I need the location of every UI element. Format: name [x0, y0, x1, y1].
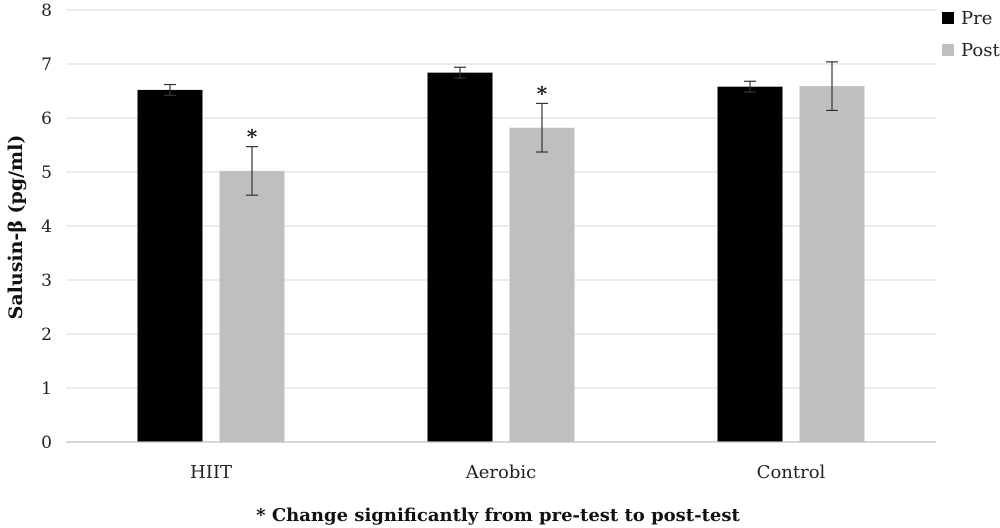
legend-label: Pre [961, 8, 992, 29]
y-tick-label: 4 [41, 217, 52, 237]
bar-hiit-pre [137, 89, 203, 443]
y-tick-label: 5 [41, 163, 52, 183]
y-axis-label: Salusin-β (pg/ml) [5, 135, 27, 320]
error-bars [164, 61, 838, 196]
y-tick-label: 6 [41, 109, 52, 129]
y-tick-label: 2 [41, 325, 52, 345]
y-tick-label: 7 [41, 55, 52, 75]
footnote: * Change significantly from pre-test to … [256, 505, 740, 526]
bar-hiit-post [219, 170, 285, 443]
y-tick-label: 8 [41, 1, 52, 21]
legend-swatch [942, 44, 954, 56]
bar-control-post [799, 86, 865, 442]
significance-markers: ** [247, 81, 548, 148]
bars [137, 72, 865, 443]
legend-label: Post [961, 40, 1000, 61]
y-tick-label: 3 [41, 271, 52, 291]
x-axis-categories: HIIT Aerobic Control [190, 462, 826, 483]
x-tick-label: HIIT [190, 462, 232, 483]
significance-star: * [247, 125, 258, 149]
bar-aerobic-pre [427, 72, 493, 442]
y-tick-label: 1 [41, 379, 52, 399]
x-tick-label: Aerobic [465, 462, 536, 483]
legend-swatch [942, 12, 954, 24]
bar-aerobic-post [509, 127, 575, 442]
legend: Pre Post [942, 8, 1000, 61]
y-tick-label: 0 [41, 433, 52, 453]
bar-control-pre [717, 86, 783, 443]
gridlines [66, 9, 936, 389]
significance-star: * [537, 81, 548, 105]
y-axis-ticks: 0 1 2 3 4 5 6 7 8 [41, 1, 52, 453]
x-tick-label: Control [757, 462, 826, 483]
